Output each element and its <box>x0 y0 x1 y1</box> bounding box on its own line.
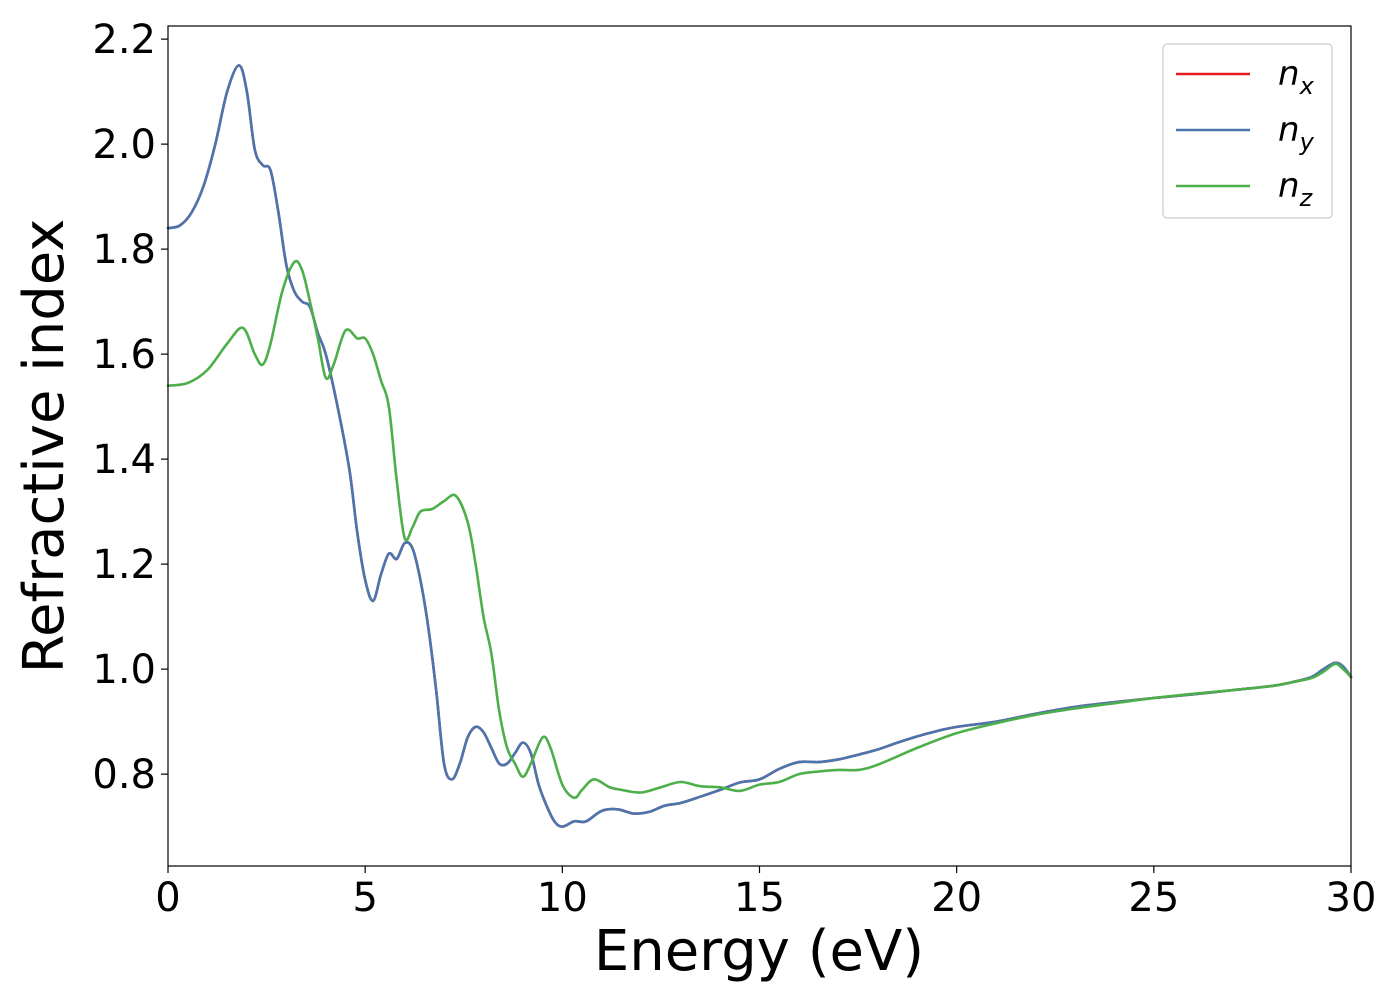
legend-label-base: n <box>1278 54 1300 94</box>
y-tick-label: 1.6 <box>92 332 156 378</box>
y-tick-label: 1.4 <box>92 437 156 483</box>
y-tick-label: 1.8 <box>92 227 156 273</box>
series-layer <box>166 64 1353 828</box>
y-tick-label: 2.0 <box>92 122 156 168</box>
x-tick-label: 15 <box>734 875 785 921</box>
legend-label-z: nz <box>1278 166 1314 212</box>
x-axis-ticks: 0 5 10 15 20 25 30 <box>155 866 1376 921</box>
x-tick-label: 5 <box>352 875 377 921</box>
x-tick-label: 30 <box>1326 875 1377 921</box>
legend-label-subscript: y <box>1299 128 1315 156</box>
legend-label-y: ny <box>1278 110 1315 156</box>
legend-label-subscript: x <box>1299 72 1315 100</box>
series-line-y <box>166 64 1353 828</box>
x-axis-label: Energy (eV) <box>594 919 924 984</box>
x-tick-label: 10 <box>537 875 588 921</box>
y-axis-ticks: 0.8 1.0 1.2 1.4 1.6 1.8 2.0 2.2 <box>92 17 168 798</box>
legend-label-base: n <box>1278 166 1300 206</box>
x-tick-label: 0 <box>155 875 180 921</box>
series-line-z <box>166 259 1353 800</box>
legend-label-subscript: z <box>1299 184 1314 212</box>
y-tick-label: 2.2 <box>92 17 156 63</box>
legend-label-x: nx <box>1278 54 1315 100</box>
plot-background <box>168 26 1351 866</box>
y-axis-label: Refractive index <box>12 219 77 674</box>
x-tick-label: 20 <box>931 875 982 921</box>
y-tick-label: 0.8 <box>92 752 156 798</box>
x-tick-label: 25 <box>1128 875 1179 921</box>
legend-label-base: n <box>1278 110 1300 150</box>
y-tick-label: 1.2 <box>92 542 156 588</box>
y-tick-label: 1.0 <box>92 647 156 693</box>
